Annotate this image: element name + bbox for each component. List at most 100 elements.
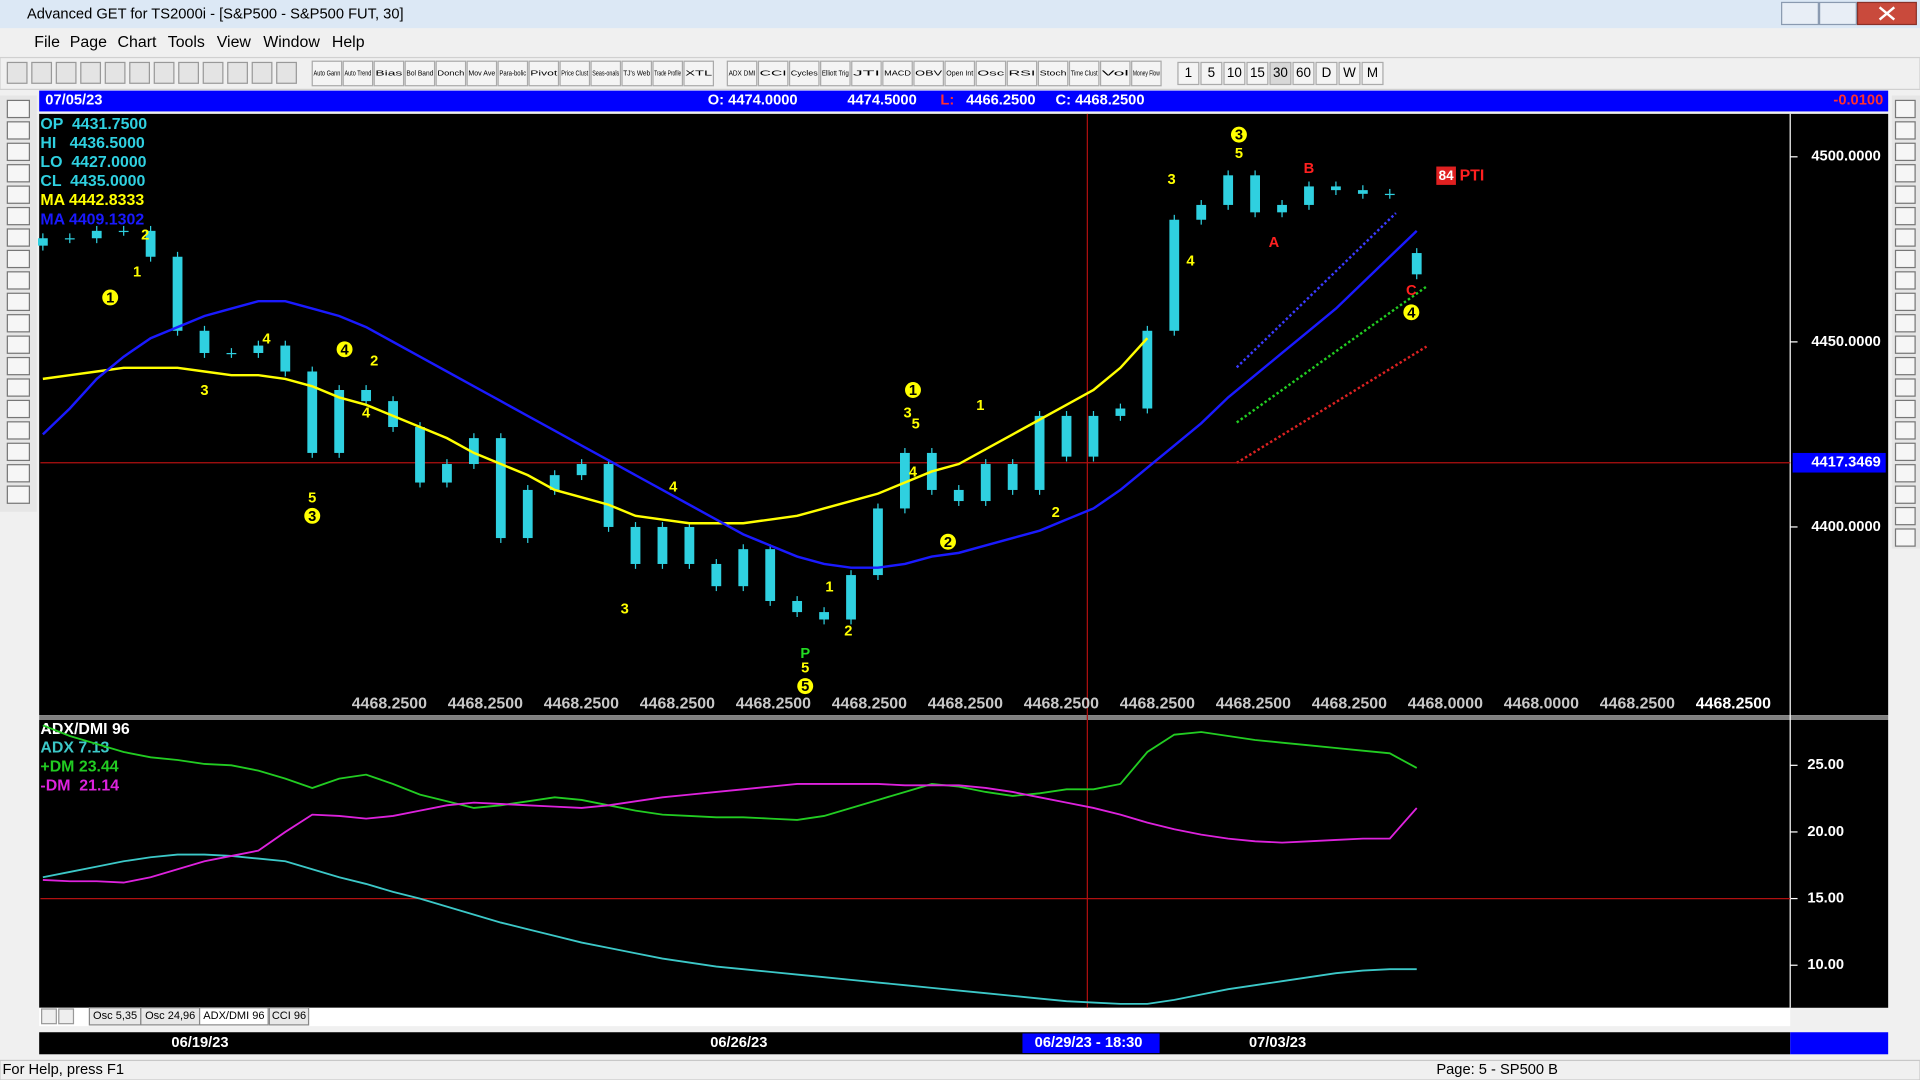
tool-icon[interactable] bbox=[202, 61, 224, 84]
tool-icon[interactable] bbox=[104, 61, 126, 84]
tool-icon[interactable] bbox=[178, 61, 199, 84]
tool-button[interactable] bbox=[373, 60, 405, 87]
tab-label[interactable]: ADX/DMI 96 bbox=[203, 1010, 264, 1022]
tool-icon[interactable] bbox=[227, 61, 248, 84]
tool-button-label[interactable]: Seas-onals bbox=[592, 68, 619, 77]
side-tool-icon[interactable] bbox=[1894, 442, 1916, 462]
interval-button[interactable] bbox=[1315, 61, 1338, 86]
side-tool-icon[interactable] bbox=[6, 185, 30, 204]
side-tool-icon[interactable] bbox=[6, 356, 30, 376]
tool-button-label[interactable]: Price Clust bbox=[561, 68, 588, 77]
tool-button[interactable] bbox=[851, 60, 882, 87]
side-tool-icon[interactable] bbox=[6, 99, 30, 119]
side-tool-icon[interactable] bbox=[1894, 485, 1916, 504]
tool-button-label[interactable]: ADX DMI bbox=[729, 68, 756, 77]
tool-button-label[interactable]: MACD bbox=[884, 68, 911, 77]
interval-button[interactable] bbox=[1361, 61, 1384, 86]
tool-button-label[interactable]: Mov Ave bbox=[468, 68, 495, 77]
tool-button[interactable] bbox=[683, 60, 714, 87]
tool-icon[interactable] bbox=[80, 61, 102, 84]
tool-icon[interactable] bbox=[251, 61, 273, 84]
tab[interactable] bbox=[198, 1007, 269, 1026]
tab-scroll-right[interactable] bbox=[58, 1008, 75, 1025]
interval-button[interactable] bbox=[1292, 61, 1315, 86]
tool-button-label[interactable]: Cycles bbox=[791, 68, 818, 77]
tool-button[interactable] bbox=[1006, 60, 1038, 87]
menu-item[interactable]: Chart bbox=[118, 34, 157, 51]
side-tool-icon[interactable] bbox=[6, 485, 30, 504]
tool-button-label[interactable]: Vol bbox=[1102, 68, 1130, 77]
side-tool-icon[interactable] bbox=[1894, 185, 1916, 204]
tool-button-label[interactable]: OBV bbox=[915, 68, 942, 77]
tool-icon[interactable] bbox=[6, 61, 28, 84]
tool-button[interactable] bbox=[1099, 60, 1131, 87]
tool-button-label[interactable]: CCI bbox=[760, 68, 787, 77]
tool-button-label[interactable]: Trade Profile bbox=[654, 68, 681, 77]
tool-button[interactable] bbox=[311, 60, 343, 87]
side-tool-icon[interactable] bbox=[1894, 399, 1916, 419]
interval-button[interactable] bbox=[1269, 61, 1292, 86]
side-tool-icon[interactable] bbox=[1894, 228, 1916, 247]
tool-button[interactable] bbox=[342, 60, 374, 87]
interval-button[interactable] bbox=[1200, 61, 1223, 86]
side-tool-icon[interactable] bbox=[6, 121, 30, 140]
side-tool-icon[interactable] bbox=[1894, 121, 1916, 140]
side-tool-icon[interactable] bbox=[6, 399, 30, 419]
side-tool-icon[interactable] bbox=[1894, 335, 1916, 354]
side-tool-icon[interactable] bbox=[6, 249, 30, 269]
minimize-button[interactable] bbox=[1781, 1, 1819, 26]
tab[interactable] bbox=[268, 1007, 310, 1026]
interval-label[interactable]: W bbox=[1343, 65, 1356, 80]
tool-icon[interactable] bbox=[153, 61, 175, 84]
tool-button[interactable] bbox=[590, 60, 622, 87]
side-tool-icon[interactable] bbox=[1894, 528, 1916, 547]
tool-button-label[interactable]: RSI bbox=[1008, 68, 1035, 77]
menu-item[interactable]: File bbox=[34, 34, 60, 51]
side-tool-icon[interactable] bbox=[1894, 506, 1916, 526]
tool-button-label[interactable]: Auto Gann bbox=[313, 68, 340, 77]
tool-button[interactable] bbox=[652, 60, 684, 87]
interval-label[interactable]: 10 bbox=[1227, 65, 1242, 80]
interval-label[interactable]: 1 bbox=[1185, 65, 1192, 80]
side-tool-icon[interactable] bbox=[6, 421, 30, 440]
side-tool-icon[interactable] bbox=[6, 228, 30, 247]
menu-item[interactable]: Help bbox=[332, 34, 365, 51]
tab-label[interactable]: CCI 96 bbox=[272, 1010, 306, 1022]
tool-button-label[interactable]: Donch bbox=[437, 68, 464, 77]
tool-button-label[interactable]: Auto Trend bbox=[344, 68, 371, 77]
side-tool-icon[interactable] bbox=[1894, 378, 1916, 397]
maximize-button[interactable] bbox=[1818, 1, 1857, 26]
side-tool-icon[interactable] bbox=[6, 292, 30, 312]
tool-button[interactable] bbox=[559, 60, 591, 87]
tool-button[interactable] bbox=[1068, 60, 1100, 87]
tool-button[interactable] bbox=[944, 60, 976, 87]
tool-button[interactable] bbox=[404, 60, 436, 87]
side-tool-icon[interactable] bbox=[1894, 421, 1916, 440]
side-tool-icon[interactable] bbox=[1894, 99, 1916, 119]
side-tool-icon[interactable] bbox=[6, 335, 30, 354]
side-tool-icon[interactable] bbox=[1894, 164, 1916, 183]
tool-icon[interactable] bbox=[31, 61, 53, 84]
tool-button[interactable] bbox=[726, 60, 758, 87]
tool-button[interactable] bbox=[1037, 60, 1069, 87]
tool-button[interactable] bbox=[528, 60, 560, 87]
interval-button[interactable] bbox=[1223, 61, 1246, 86]
interval-button[interactable] bbox=[1338, 61, 1361, 86]
tab-scroll-left[interactable] bbox=[41, 1008, 57, 1025]
tool-icon[interactable] bbox=[129, 61, 150, 84]
menu-item[interactable]: Page bbox=[70, 34, 107, 51]
tool-button-label[interactable]: Time Clust bbox=[1071, 68, 1098, 77]
tool-button[interactable] bbox=[788, 60, 820, 87]
tool-button-label[interactable]: Pivot bbox=[530, 68, 557, 77]
tool-button-label[interactable]: Money Flow bbox=[1133, 68, 1160, 77]
tab-label[interactable]: Osc 24,96 bbox=[145, 1010, 195, 1022]
tool-button-label[interactable]: Bol Band bbox=[406, 68, 433, 77]
side-tool-icon[interactable] bbox=[1894, 206, 1916, 226]
tool-button[interactable] bbox=[975, 60, 1007, 87]
interval-label[interactable]: 60 bbox=[1296, 65, 1311, 80]
tool-button[interactable] bbox=[882, 60, 913, 87]
side-tool-icon[interactable] bbox=[1894, 356, 1916, 376]
tool-icon[interactable] bbox=[55, 61, 77, 84]
tool-button-label[interactable]: Bias bbox=[375, 68, 403, 77]
interval-button[interactable] bbox=[1177, 61, 1200, 86]
